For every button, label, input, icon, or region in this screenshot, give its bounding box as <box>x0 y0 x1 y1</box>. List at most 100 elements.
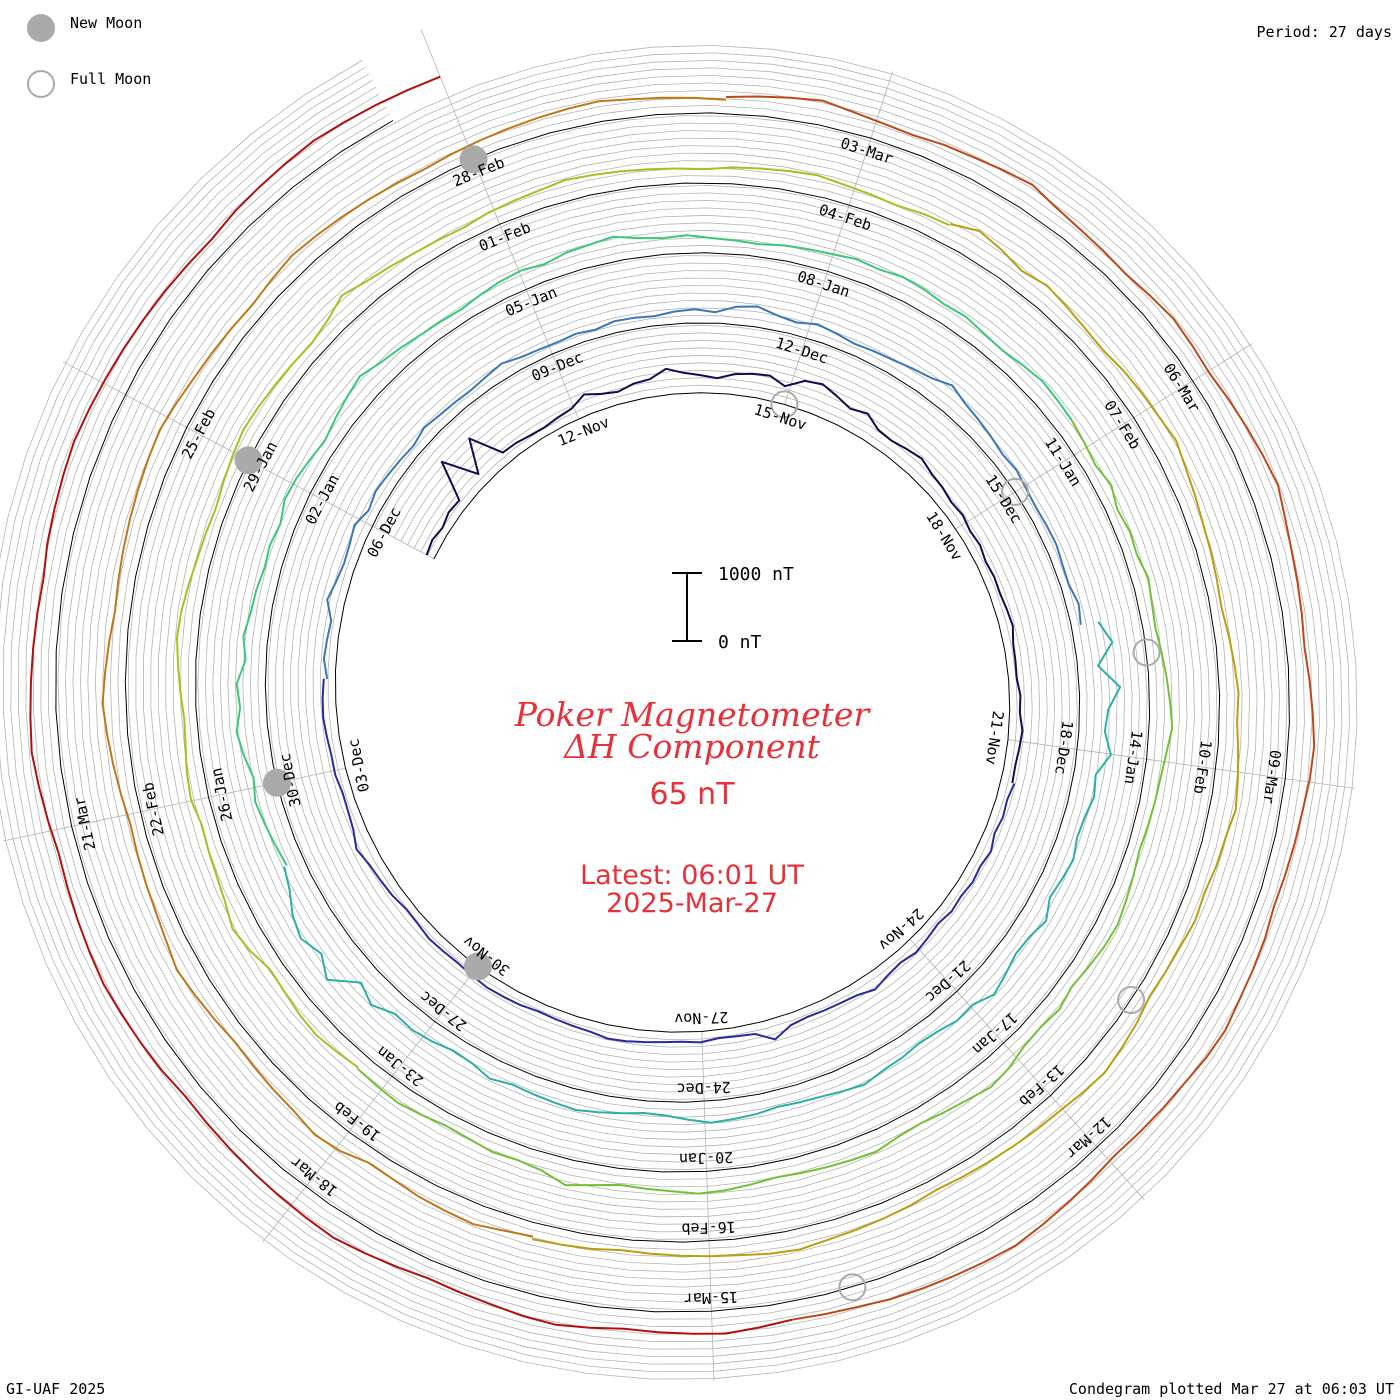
day-spoke <box>420 29 448 95</box>
chart-title-line1: Poker Magnetometer <box>514 695 872 734</box>
day-spoke <box>62 361 126 395</box>
day-spoke <box>706 1171 710 1242</box>
moon-markers <box>234 145 1161 1302</box>
day-spoke <box>1285 778 1355 789</box>
scale-bar <box>672 572 702 642</box>
latest-date: 2025-Mar-27 <box>606 888 778 919</box>
day-spoke <box>525 288 553 355</box>
day-spoke <box>71 811 141 827</box>
day-spoke <box>1133 380 1194 419</box>
day-spoke <box>310 492 373 527</box>
date-label: 12-Nov <box>555 413 612 450</box>
day-spoke <box>703 1101 708 1172</box>
new-moon-marker <box>234 446 263 475</box>
grid-ring <box>25 82 1320 1343</box>
new-moon-marker <box>263 768 292 797</box>
data-trace-6 <box>176 166 950 1069</box>
date-label: 10-Feb <box>1190 739 1215 795</box>
day-spoke <box>1003 1043 1051 1096</box>
day-spoke <box>348 1076 393 1133</box>
date-label: 15-Mar <box>684 1288 739 1308</box>
day-spoke <box>848 137 872 205</box>
day-spoke <box>708 1241 712 1312</box>
day-spoke <box>391 1021 436 1077</box>
current-value: 65 nT <box>649 777 735 812</box>
data-trace-1 <box>321 678 1016 1044</box>
full-moon-marker <box>1117 986 1146 1015</box>
data-trace-5 <box>357 420 1174 1195</box>
date-label: 09-Mar <box>1259 749 1284 805</box>
data-traces <box>29 75 1316 1335</box>
date-label: 14-Jan <box>1121 729 1146 785</box>
date-label: 22-Feb <box>139 781 168 838</box>
date-label: 20-Jan <box>679 1148 734 1168</box>
date-label: 03-Mar <box>838 134 895 168</box>
data-trace-9 <box>726 95 1316 1321</box>
day-spoke <box>499 224 527 290</box>
footer-plotted: Condegram plotted Mar 27 at 06:03 UT <box>1069 1380 1394 1398</box>
full-moon-legend-label: Full Moon <box>70 70 151 88</box>
day-spoke <box>3 826 72 842</box>
grid-ring <box>0 45 1358 1380</box>
day-spoke <box>827 204 850 272</box>
scale-bottom-label: 0 nT <box>718 632 762 653</box>
date-label: 21-Nov <box>982 710 1007 766</box>
day-spoke <box>701 1031 705 1102</box>
grid-ring <box>47 104 1298 1320</box>
date-label: 15-Nov <box>752 400 809 434</box>
grid-rings <box>0 45 1358 1380</box>
day-spoke <box>262 1186 306 1243</box>
new-moon-marker <box>459 145 488 174</box>
date-label: 21-Mar <box>70 795 99 852</box>
date-label: 26-Jan <box>207 766 236 823</box>
chart-title-line2: ΔH Component <box>562 727 821 766</box>
full-moon-marker <box>838 1273 867 1302</box>
day-spoke <box>711 1311 715 1382</box>
grid-ring <box>17 74 1328 1350</box>
footer-credit: GI-UAF 2025 <box>6 1380 105 1398</box>
data-trace-7 <box>531 223 1240 1258</box>
grid-ring <box>32 89 1313 1335</box>
full-moon-marker <box>1001 477 1030 506</box>
scale-top-label: 1000 nT <box>718 564 794 585</box>
date-label: 24-Dec <box>676 1078 731 1098</box>
day-spoke <box>139 796 209 813</box>
data-trace-3 <box>283 621 1122 1124</box>
full-moon-marker <box>1132 638 1161 667</box>
full-moon-legend-icon <box>27 70 55 98</box>
data-trace-8 <box>101 96 726 1238</box>
grid-ring <box>2 59 1343 1365</box>
baseline-spiral <box>55 112 1290 1313</box>
date-label: 30-Dec <box>276 752 305 809</box>
day-spoke <box>1146 758 1216 770</box>
grid-ring <box>10 67 1335 1358</box>
baseline-spiral-path <box>55 112 1290 1313</box>
day-spoke <box>805 271 829 338</box>
full-moon-marker <box>770 390 799 419</box>
data-trace-4 <box>235 234 1074 866</box>
date-label: 16-Feb <box>681 1218 736 1238</box>
day-spoke <box>371 525 435 560</box>
date-label: 27-Nov <box>674 1008 729 1028</box>
data-trace-2 <box>322 305 1082 680</box>
latest-time: Latest: 06:01 UT <box>580 860 804 891</box>
day-spoke <box>1077 749 1147 760</box>
day-spoke <box>1215 768 1286 780</box>
day-spoke <box>1192 343 1253 381</box>
date-label: 18-Dec <box>1051 719 1076 775</box>
data-trace-0 <box>425 367 1024 784</box>
new-moon-legend-label: New Moon <box>70 14 142 32</box>
day-spoke <box>1050 1095 1098 1148</box>
day-spoke <box>1097 1147 1145 1200</box>
day-spoke <box>870 71 893 139</box>
period-label: Period: 27 days <box>1257 23 1392 41</box>
day-spoke <box>909 939 958 992</box>
date-label: 03-Dec <box>344 737 373 794</box>
day-spoke <box>956 991 1005 1044</box>
new-moon-marker <box>463 952 492 981</box>
new-moon-legend-icon <box>27 14 55 42</box>
day-spoke <box>551 353 579 420</box>
data-trace-10 <box>29 75 793 1335</box>
day-spoke <box>784 337 807 405</box>
